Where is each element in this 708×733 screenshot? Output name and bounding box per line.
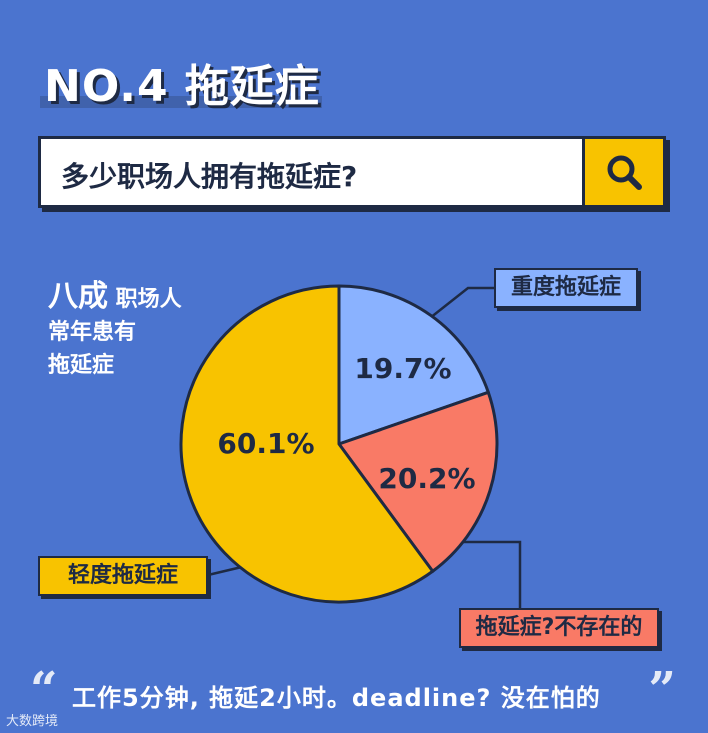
side-note: 八成 职场人 常年患有 拖延症: [48, 280, 182, 382]
side-note-line3: 拖延症: [48, 353, 115, 378]
search-button[interactable]: [582, 139, 663, 205]
slice-label-mild: 轻度拖延症: [38, 556, 208, 596]
slice-none-value-label: 20.2%: [378, 462, 475, 495]
slice-label-none: 拖延症?不存在的: [459, 608, 659, 648]
slice-severe-value-label: 19.7%: [354, 352, 451, 385]
search-icon: [607, 155, 642, 190]
quote-text: 工作5分钟, 拖延2小时。deadline? 没在怕的: [72, 684, 601, 712]
side-note-highlight: 八成: [48, 279, 108, 314]
title-underline: [40, 96, 322, 108]
slice-label-severe: 重度拖延症: [494, 268, 638, 308]
slice-none-leader-line: [448, 540, 522, 608]
slice-severe-leader-line: [429, 286, 494, 319]
quote-close-mark: ”: [648, 662, 676, 718]
side-note-line1: 职场人: [115, 287, 182, 312]
search-query: 多少职场人拥有拖延症?: [61, 160, 358, 193]
watermark: 大数跨境: [6, 714, 59, 729]
side-note-line2: 常年患有: [48, 320, 137, 345]
slice-mild-value-label: 60.1%: [217, 427, 314, 460]
quote: “ 工作5分钟, 拖延2小时。deadline? 没在怕的 ”: [30, 662, 680, 718]
page-title: NO.4 拖延症: [44, 61, 320, 112]
search-bar[interactable]: 多少职场人拥有拖延症?: [38, 136, 666, 208]
slice-none: [337, 390, 499, 573]
quote-open-mark: “: [30, 662, 58, 718]
slice-mild: [179, 284, 435, 604]
